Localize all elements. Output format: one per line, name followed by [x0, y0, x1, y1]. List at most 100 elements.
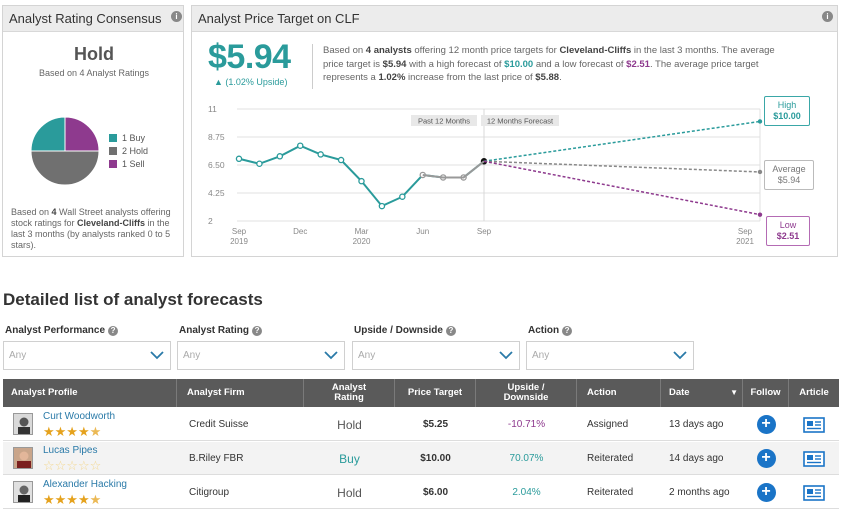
col-date[interactable]: Date ▼ [661, 379, 743, 407]
consensus-title: Analyst Rating Consensus [9, 11, 162, 26]
desc-text: Based on [323, 45, 366, 56]
pie-slice-buy [30, 116, 66, 152]
analyst-rating: Hold [337, 417, 362, 432]
analyst-performance-select[interactable]: Any [3, 341, 171, 370]
star-rating: ☆☆☆☆☆ [43, 458, 102, 473]
date: 13 days ago [669, 419, 724, 430]
info-icon[interactable]: i [822, 11, 833, 22]
filter-label-rating: Analyst Rating? [179, 325, 263, 336]
avatar[interactable] [13, 413, 33, 435]
article-button[interactable] [799, 408, 829, 441]
average-callout: Average $5.94 [764, 160, 814, 190]
y-tick-label: 11 [208, 104, 217, 114]
info-icon[interactable]: i [171, 11, 182, 22]
col-follow[interactable]: Follow [743, 379, 789, 407]
chevron-down-icon [673, 351, 687, 360]
col-date-label: Date [669, 387, 690, 398]
price-target-description: Based on 4 analysts offering 12 month pr… [323, 44, 783, 85]
desc-text: increase from the last price of [405, 72, 536, 83]
follow-button[interactable]: + [753, 476, 779, 509]
history-point [317, 151, 324, 158]
filter-label-text: Analyst Performance [5, 325, 106, 336]
help-icon[interactable]: ? [108, 325, 119, 336]
follow-button[interactable]: + [753, 408, 779, 441]
x-tick-label: Sep [232, 227, 247, 236]
avatar[interactable] [13, 447, 33, 469]
date: 2 months ago [669, 487, 730, 498]
legend-swatch-buy [109, 133, 117, 142]
chevron-down-icon [150, 351, 164, 360]
history-point [378, 202, 386, 210]
note-num: 4 [51, 207, 57, 217]
col-action[interactable]: Action [577, 379, 661, 407]
article-button[interactable] [799, 476, 829, 509]
col-analyst-firm[interactable]: Analyst Firm [177, 379, 304, 407]
date: 14 days ago [669, 453, 724, 464]
price-target: $5.25 [422, 419, 449, 430]
help-icon[interactable]: ? [252, 325, 263, 336]
history-point [256, 160, 263, 168]
col-analyst-rating[interactable]: Analyst Rating [304, 379, 395, 407]
history-point [399, 193, 406, 200]
period-label-past: Past 12 Months [418, 117, 470, 126]
desc-analysts: 4 analysts [365, 45, 412, 56]
forecast-point-low [757, 212, 763, 217]
col-article[interactable]: Article [799, 387, 829, 398]
desc-company: Cleveland-Cliffs [559, 45, 632, 56]
help-icon[interactable]: ? [562, 325, 573, 336]
forecast-line-average [483, 160, 761, 173]
upside-downside-select[interactable]: Any [352, 341, 520, 370]
legend-swatch-sell [109, 159, 117, 168]
col-upside-downside[interactable]: Upside / Downside [476, 379, 577, 407]
period-label-forecast: 12 Months Forecast [487, 117, 554, 126]
y-tick-label: 6.50 [208, 160, 225, 170]
x-tick-label: Sep [477, 227, 492, 236]
filter-label-performance: Analyst Performance? [5, 325, 119, 336]
chevron-down-icon [499, 351, 513, 360]
filter-label-text: Analyst Rating [179, 325, 250, 336]
price-target-title: Analyst Price Target on CLF [198, 11, 360, 26]
price-target-panel: Analyst Price Target on CLF i $5.94 ▲ (1… [191, 5, 838, 257]
high-label: High [777, 100, 797, 110]
period-label-bg [481, 115, 559, 126]
col-price-target[interactable]: Price Target [395, 379, 476, 407]
period-label-bg [411, 115, 477, 126]
legend-buy: 1 Buy [109, 131, 148, 144]
upside-downside: -10.71% [507, 419, 546, 430]
x-tick-label: Dec [293, 227, 307, 236]
high-value: $10.00 [773, 111, 801, 121]
x-tick-label: Mar [355, 227, 369, 236]
avatar[interactable] [13, 481, 33, 503]
col-analyst-profile[interactable]: Analyst Profile [3, 379, 177, 407]
upside-downside: 2.04% [512, 487, 541, 498]
action-select[interactable]: Any [526, 341, 694, 370]
article-icon [803, 416, 825, 433]
analyst-name-link[interactable]: Alexander Hacking [43, 479, 127, 490]
desc-text: with a high forecast of [406, 58, 505, 70]
help-icon[interactable]: ? [445, 325, 456, 336]
plus-icon: + [756, 415, 776, 434]
desc-text: and a low forecast of [533, 58, 627, 70]
legend-swatch-hold [109, 146, 117, 155]
analyst-firm: B.Riley FBR [189, 453, 244, 464]
analyst-rating-select[interactable]: Any [177, 341, 345, 370]
consensus-header: Analyst Rating Consensus i [3, 6, 183, 32]
consensus-panel: Analyst Rating Consensus i Hold Based on… [2, 5, 184, 257]
average-value: $5.94 [777, 175, 801, 185]
action: Reiterated [587, 453, 634, 464]
article-button[interactable] [799, 442, 829, 475]
upside-percent: ▲ (1.02% Upside) [214, 77, 288, 87]
analyst-name-link[interactable]: Lucas Pipes [43, 445, 98, 456]
chevron-down-icon [324, 351, 338, 360]
note-company: Cleveland-Cliffs [77, 218, 146, 228]
divider [312, 44, 313, 89]
forecast-point-high [757, 119, 763, 124]
desc-low: $2.51 [626, 58, 650, 70]
follow-button[interactable]: + [753, 442, 779, 475]
section-title: Detailed list of analyst forecasts [3, 290, 263, 309]
analyst-firm: Citigroup [189, 487, 230, 498]
analyst-name-link[interactable]: Curt Woodworth [43, 411, 116, 422]
table-row: Lucas Pipes ☆☆☆☆☆ B.Riley FBR Buy $10.00… [3, 442, 839, 475]
price-target-chart: 11 8.75 6.50 4.25 2 Past 12 Months 12 Months F… [208, 104, 763, 246]
x-tick-sublabel: 2021 [736, 237, 754, 246]
